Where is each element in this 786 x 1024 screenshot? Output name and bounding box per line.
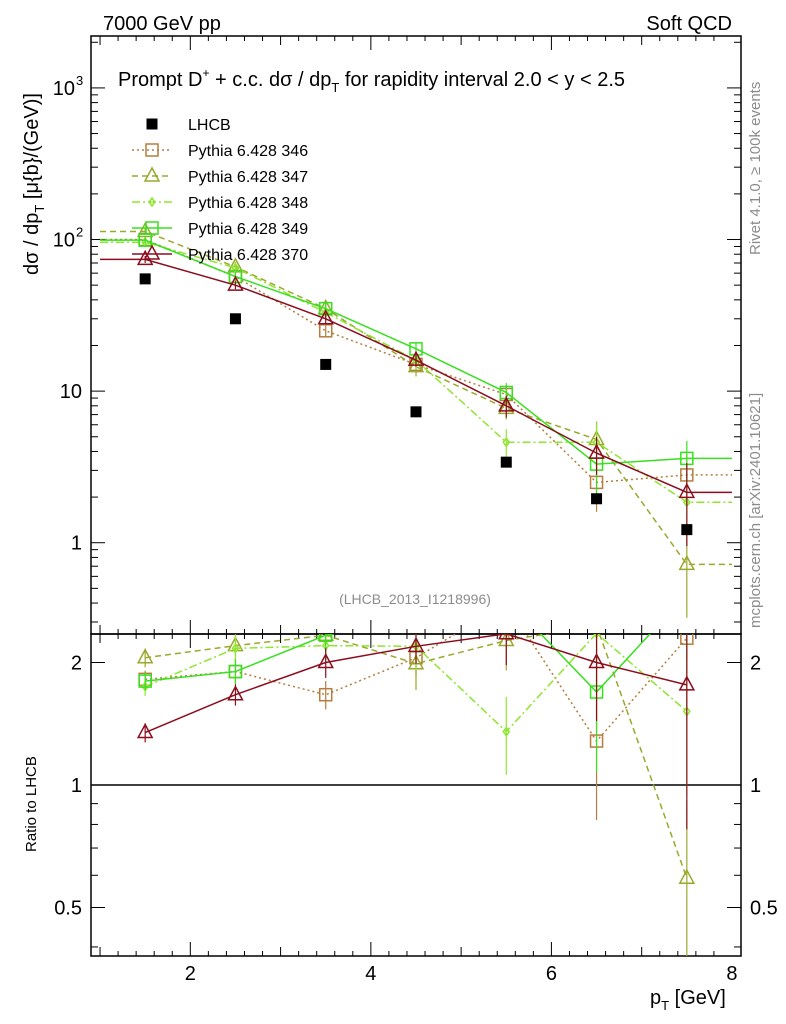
- legend-marker: [143, 166, 161, 182]
- ratio-marker: [498, 634, 515, 640]
- lhcb-point: [500, 456, 512, 468]
- ratio-y-tick-label: 1: [71, 775, 82, 797]
- x-tick-label: 2: [185, 963, 196, 985]
- x-tick-label: 6: [546, 963, 557, 985]
- legend-marker: [145, 221, 159, 235]
- ratio-marker: [228, 664, 243, 679]
- ratio-axis-label: Ratio to LHCB: [23, 756, 40, 852]
- series-main: [100, 221, 732, 618]
- ratio-marker: [318, 634, 333, 643]
- header-right: Soft QCD: [646, 13, 732, 35]
- ratio-marker: [227, 685, 244, 701]
- legend: LHCB Pythia 6.428 346 Pythia 6.428 347 Pyth…: [132, 117, 308, 264]
- y-tick-label: 1: [71, 533, 82, 555]
- y-tick-label: 10: [53, 78, 75, 100]
- ratio-marker: [590, 618, 604, 631]
- ratio-marker: [410, 610, 422, 622]
- legend-label: Pythia 6.428 370: [188, 247, 308, 264]
- ratio-marker: [231, 643, 240, 654]
- lhcb-point: [139, 273, 151, 285]
- legend-marker: [143, 244, 161, 260]
- lhcb-point: [229, 313, 241, 325]
- ratio-series-5: [136, 634, 696, 830]
- ratio-marker: [317, 652, 334, 669]
- legend-label: Pythia 6.428 346: [188, 143, 308, 160]
- analysis-tag: (LHCB_2013_I1218996): [339, 591, 491, 607]
- series-line: [100, 230, 732, 566]
- ratio-marker: [588, 652, 605, 669]
- chart-title: Prompt D+ + c.c. dσ / dpT for rapidity i…: [118, 66, 625, 95]
- x-tick-label: 4: [365, 963, 376, 985]
- ratio-marker: [138, 674, 152, 688]
- ratio-marker: [141, 681, 150, 692]
- y-tick-label-exponent: 3: [76, 73, 83, 88]
- series-marker: [136, 221, 154, 238]
- series-marker: [231, 262, 240, 274]
- series-marker: [678, 554, 696, 571]
- series-marker: [678, 482, 696, 499]
- ratio-marker: [318, 687, 333, 702]
- legend-marker: [145, 143, 159, 157]
- header-left: 7000 GeV pp: [103, 13, 221, 35]
- series-marker: [318, 324, 333, 338]
- series-marker: [588, 443, 605, 459]
- lhcb-point: [591, 493, 603, 505]
- y-tick-label: 10: [53, 230, 75, 252]
- legend-label: Pythia 6.428 348: [188, 195, 308, 212]
- ratio-marker: [500, 597, 512, 609]
- ratio-marker: [678, 675, 696, 691]
- legend-label: Pythia 6.428 347: [188, 169, 308, 186]
- ratio-marker: [407, 636, 425, 653]
- series-marker: [227, 275, 244, 291]
- ratio-y-tick-label: 2: [71, 653, 82, 675]
- series-marker: [407, 350, 425, 366]
- y-tick-label: 10: [60, 381, 82, 403]
- ratio-y-tick-label-right: 1: [750, 775, 761, 797]
- series-marker: [138, 233, 152, 247]
- lhcb-data-points: [139, 273, 693, 536]
- series-marker: [317, 309, 334, 325]
- lhcb-point: [410, 406, 422, 418]
- series-marker: [502, 436, 511, 448]
- lhcb-point: [681, 524, 693, 536]
- ratio-marker: [678, 868, 696, 884]
- series-3: [100, 236, 732, 534]
- series-5: [100, 249, 732, 547]
- ratio-y-tick-label: 0.5: [54, 897, 82, 919]
- series-line: [100, 238, 732, 484]
- ratio-marker: [136, 648, 154, 664]
- ratio-y-tick-label-right: 2: [750, 653, 761, 675]
- series-marker: [498, 396, 515, 412]
- series-marker: [136, 249, 154, 266]
- lhcb-point: [320, 358, 332, 370]
- y-tick-label-exponent: 2: [76, 225, 83, 240]
- ratio-marker: [500, 592, 512, 604]
- series-2: [100, 221, 732, 618]
- rivet-label: Rivet 4.1.0, ≥ 100k events: [747, 82, 764, 255]
- x-tick-label: 8: [726, 963, 737, 985]
- y-axis-label: dσ / dpT [μ{b}/(GeV)]: [21, 93, 47, 275]
- legend-marker-lhcb: [146, 118, 158, 130]
- ratio-marker: [136, 722, 154, 739]
- ratio-y-tick-label-right: 0.5: [750, 897, 778, 919]
- series-ratio: [136, 592, 696, 956]
- mcplots-label: mcplots.cern.ch [arXiv:2401.10621]: [747, 393, 764, 628]
- ratio-marker: [502, 726, 511, 737]
- legend-label-lhcb: LHCB: [188, 117, 231, 134]
- legend-label: Pythia 6.428 349: [188, 221, 308, 238]
- x-axis-label: pT [GeV]: [650, 987, 726, 1013]
- legend-marker: [148, 196, 156, 208]
